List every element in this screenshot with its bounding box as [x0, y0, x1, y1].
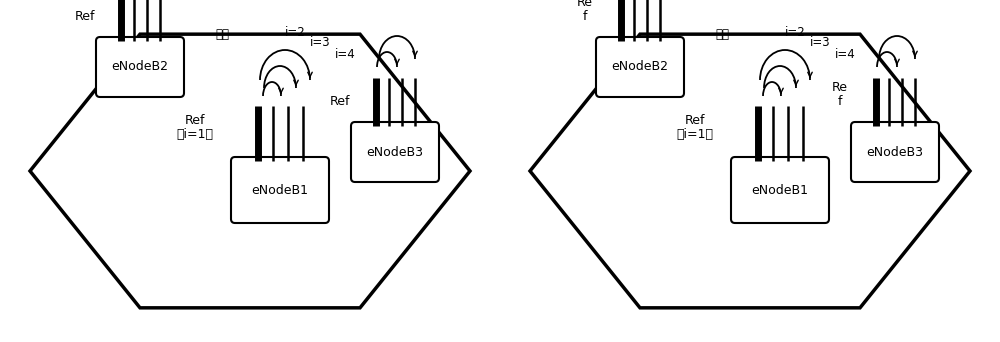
Text: 导频: 导频 — [215, 28, 229, 41]
FancyBboxPatch shape — [231, 157, 329, 223]
Text: 导频: 导频 — [715, 28, 729, 41]
Text: Ref
（i=1）: Ref （i=1） — [676, 114, 714, 141]
Text: eNodeB3: eNodeB3 — [366, 145, 424, 158]
Text: eNodeB2: eNodeB2 — [112, 61, 168, 74]
Text: i=2: i=2 — [285, 26, 306, 39]
FancyBboxPatch shape — [596, 37, 684, 97]
Text: eNodeB1: eNodeB1 — [752, 184, 808, 197]
FancyBboxPatch shape — [731, 157, 829, 223]
FancyBboxPatch shape — [851, 122, 939, 182]
FancyBboxPatch shape — [96, 37, 184, 97]
Text: i=4: i=4 — [335, 48, 356, 61]
Text: i=2: i=2 — [785, 26, 806, 39]
Text: Re
f: Re f — [577, 0, 593, 23]
Text: i=3: i=3 — [810, 36, 831, 49]
Text: Ref: Ref — [330, 95, 350, 108]
Text: eNodeB2: eNodeB2 — [612, 61, 668, 74]
FancyBboxPatch shape — [351, 122, 439, 182]
Text: Ref: Ref — [75, 10, 95, 23]
Text: Ref
（i=1）: Ref （i=1） — [176, 114, 214, 141]
Text: i=3: i=3 — [310, 36, 331, 49]
Text: i=4: i=4 — [835, 48, 856, 61]
Text: eNodeB3: eNodeB3 — [866, 145, 924, 158]
Text: eNodeB1: eNodeB1 — [252, 184, 308, 197]
Text: Re
f: Re f — [832, 81, 848, 108]
